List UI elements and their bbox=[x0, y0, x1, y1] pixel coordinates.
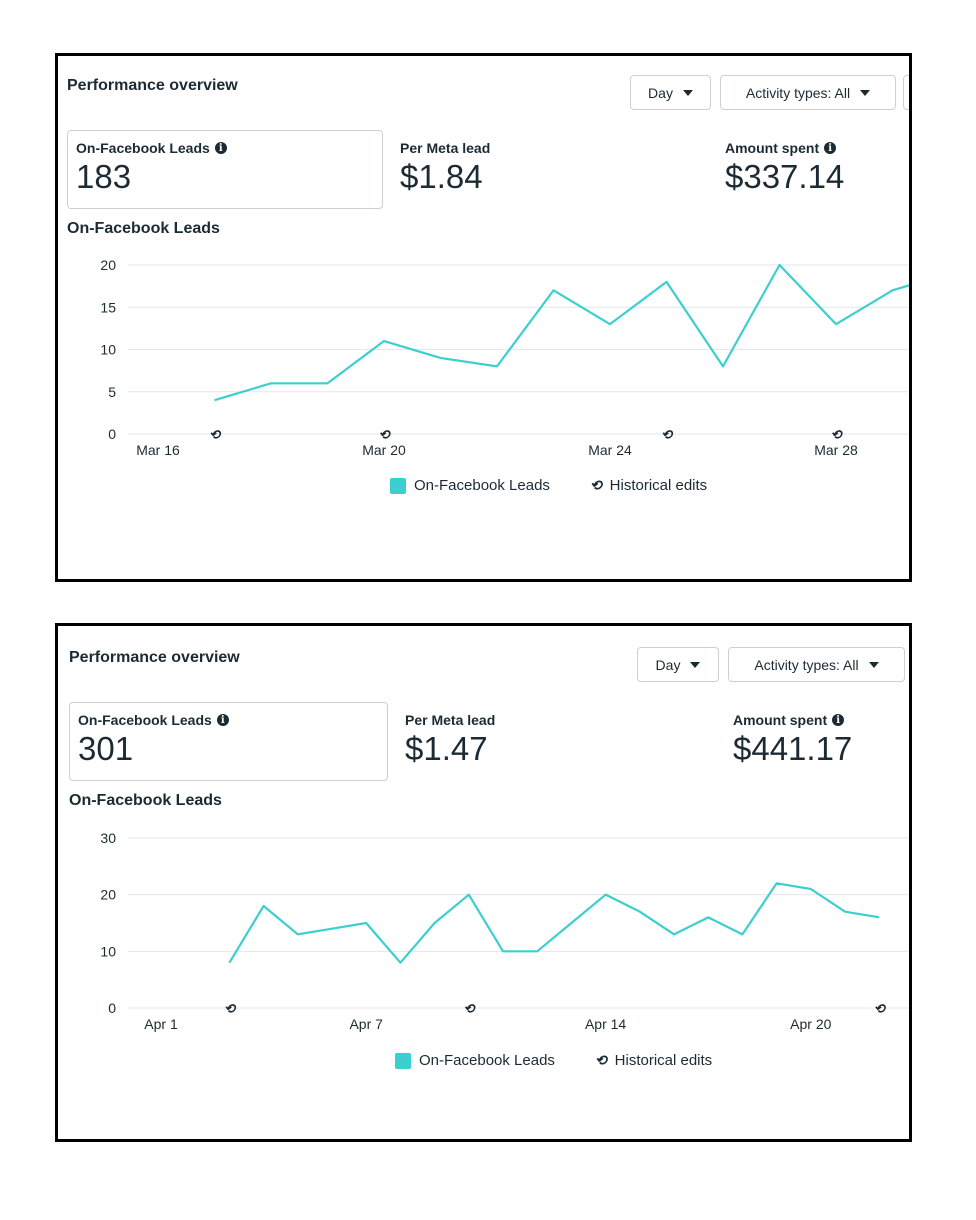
historical-edit-marker-icon: ⟲ bbox=[831, 427, 844, 442]
metric-value: $337.14 bbox=[725, 158, 845, 195]
metric-per-lead: Per Meta lead $1.47 bbox=[405, 712, 495, 768]
series-swatch-icon bbox=[395, 1052, 411, 1069]
metric-label: Amount spent bbox=[733, 712, 828, 728]
y-tick-label: 20 bbox=[100, 887, 116, 903]
chart-legend: On-Facebook Leads ⟲ Historical edits bbox=[395, 1052, 712, 1069]
metric-card-selected[interactable] bbox=[69, 702, 388, 781]
historical-edit-marker-icon: ⟲ bbox=[874, 1001, 887, 1016]
y-tick-label: 10 bbox=[100, 943, 116, 959]
series-line bbox=[214, 263, 909, 402]
metric-value: 183 bbox=[76, 158, 132, 195]
historical-edit-marker-icon: ⟲ bbox=[463, 1001, 476, 1016]
activity-label: Activity types: All bbox=[745, 84, 851, 101]
historical-edit-icon: ⟲ bbox=[594, 1052, 607, 1068]
performance-overview-panel-2: Performance overview Day Activity types:… bbox=[55, 623, 912, 1142]
metric-label: Per Meta lead bbox=[400, 140, 491, 156]
chart-title: On-Facebook Leads bbox=[67, 220, 220, 237]
historical-edit-marker-icon: ⟲ bbox=[224, 1001, 237, 1016]
day-label: Day bbox=[648, 84, 673, 101]
leads-line-chart: 0 10 20 30 Apr 1 Apr 7 Apr 14 Apr 20 ⟲ ⟲ ⟲ bbox=[100, 830, 909, 1032]
metric-leads: On-Facebook Leads i 301 bbox=[78, 712, 229, 768]
chart-legend: On-Facebook Leads ⟲ Historical edits bbox=[390, 477, 707, 494]
x-tick-label: Apr 1 bbox=[144, 1016, 178, 1032]
performance-overview-panel-1: Performance overview Day Activity types:… bbox=[55, 53, 912, 582]
day-label: Day bbox=[655, 656, 681, 673]
x-tick-label: Apr 14 bbox=[585, 1016, 626, 1032]
metric-value: $1.47 bbox=[405, 730, 488, 767]
metric-leads: On-Facebook Leads i 183 bbox=[76, 140, 227, 196]
x-tick-label: Apr 7 bbox=[349, 1016, 383, 1032]
metric-label: Per Meta lead bbox=[405, 712, 496, 728]
metric-label: On-Facebook Leads bbox=[76, 140, 210, 156]
day-dropdown[interactable]: Day bbox=[630, 75, 711, 110]
legend-edits[interactable]: Historical edits bbox=[614, 1052, 713, 1069]
legend-series[interactable]: On-Facebook Leads bbox=[419, 1052, 555, 1069]
y-tick-label: 0 bbox=[108, 426, 116, 442]
day-dropdown[interactable]: Day bbox=[637, 647, 719, 682]
historical-edit-marker-icon: ⟲ bbox=[661, 427, 674, 442]
legend-series[interactable]: On-Facebook Leads bbox=[414, 477, 550, 494]
panel-title: Performance overview bbox=[67, 77, 238, 94]
metric-value: $441.17 bbox=[733, 730, 853, 767]
activity-types-dropdown[interactable]: Activity types: All bbox=[728, 647, 905, 682]
historical-edit-marker-icon: ⟲ bbox=[209, 427, 222, 442]
activity-label: Activity types: All bbox=[754, 656, 859, 673]
chart-title: On-Facebook Leads bbox=[69, 792, 222, 809]
info-icon[interactable]: i bbox=[216, 714, 229, 726]
caret-down-icon bbox=[682, 89, 693, 96]
x-tick-label: Mar 16 bbox=[136, 442, 180, 458]
historical-edit-marker-icon: ⟲ bbox=[379, 427, 392, 442]
caret-down-icon bbox=[860, 89, 871, 96]
y-tick-label: 5 bbox=[108, 384, 116, 400]
info-icon[interactable]: i bbox=[832, 714, 845, 726]
metric-amount-spent: Amount spent i $441.17 bbox=[733, 712, 852, 768]
legend-edits[interactable]: Historical edits bbox=[609, 477, 708, 494]
x-tick-label: Mar 20 bbox=[362, 442, 406, 458]
y-tick-label: 0 bbox=[108, 1000, 116, 1016]
historical-edit-icon: ⟲ bbox=[589, 477, 602, 493]
x-tick-label: Apr 20 bbox=[790, 1016, 831, 1032]
metric-card-selected[interactable] bbox=[67, 130, 383, 209]
metric-label: Amount spent bbox=[725, 140, 820, 156]
metric-value: 301 bbox=[78, 730, 134, 767]
y-tick-label: 10 bbox=[100, 342, 116, 358]
x-tick-label: Mar 24 bbox=[588, 442, 632, 458]
metric-amount-spent: Amount spent i $337.14 bbox=[725, 140, 844, 196]
caret-down-icon bbox=[868, 661, 879, 668]
info-icon[interactable]: i bbox=[214, 142, 227, 154]
y-tick-label: 15 bbox=[100, 299, 116, 315]
panel-title: Performance overview bbox=[69, 649, 240, 666]
y-tick-label: 30 bbox=[100, 830, 116, 846]
x-tick-label: Mar 28 bbox=[814, 442, 858, 458]
info-icon[interactable]: i bbox=[824, 142, 837, 154]
activity-types-dropdown[interactable]: Activity types: All bbox=[720, 75, 896, 110]
metric-value: $1.84 bbox=[400, 158, 483, 195]
y-tick-label: 20 bbox=[100, 257, 116, 273]
series-swatch-icon bbox=[390, 477, 406, 494]
series-line bbox=[228, 882, 880, 964]
more-dropdown[interactable] bbox=[903, 75, 909, 110]
metric-per-lead: Per Meta lead $1.84 bbox=[400, 140, 490, 196]
metric-label: On-Facebook Leads bbox=[78, 712, 212, 728]
caret-down-icon bbox=[690, 661, 701, 668]
